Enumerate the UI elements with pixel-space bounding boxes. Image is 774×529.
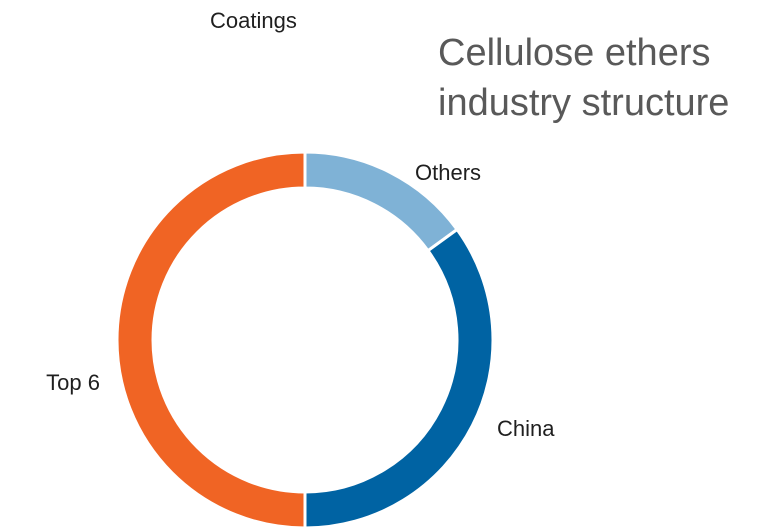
donut-slice-top-6 xyxy=(115,150,307,529)
slice-label-top-6: Top 6 xyxy=(46,370,100,395)
donut-slice-china xyxy=(303,227,495,529)
chart-title-line-1: Cellulose ethers xyxy=(438,32,711,74)
donut-slices xyxy=(115,150,495,529)
slice-label-others: Others xyxy=(415,160,481,185)
chart-top-label: Coatings xyxy=(210,8,297,33)
chart-title-line-2: industry structure xyxy=(438,82,730,124)
donut-labels: Others China Top 6 xyxy=(46,160,555,441)
slice-label-china: China xyxy=(497,416,555,441)
chart-title: Cellulose ethers industry structure xyxy=(438,28,758,128)
